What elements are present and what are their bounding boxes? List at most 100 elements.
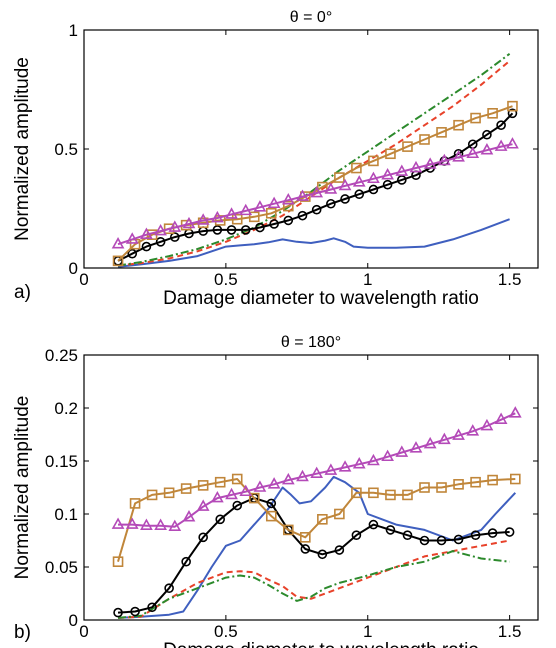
data-point <box>168 220 182 232</box>
data-point <box>470 112 481 124</box>
data-point <box>507 100 518 112</box>
data-point <box>340 194 350 204</box>
data-point <box>470 476 481 488</box>
data-point <box>324 182 338 194</box>
series-line <box>117 143 513 246</box>
data-point <box>494 412 508 424</box>
data-point <box>402 141 413 152</box>
data-point <box>140 227 153 239</box>
data-point <box>127 248 138 259</box>
chart-title: θ = 180° <box>281 334 341 351</box>
data-point <box>300 544 311 554</box>
series-line <box>117 60 511 267</box>
data-point <box>130 606 140 617</box>
data-point <box>334 508 345 520</box>
data-point <box>402 489 413 501</box>
series-6 <box>111 137 519 249</box>
data-point <box>267 196 281 209</box>
data-point <box>508 406 522 418</box>
data-point <box>354 189 365 200</box>
data-point <box>368 184 379 195</box>
data-point <box>317 513 328 525</box>
data-point <box>155 237 166 247</box>
y-tick-label: 0 <box>69 611 78 630</box>
data-point <box>334 172 345 183</box>
data-point <box>266 498 277 509</box>
data-point <box>141 241 152 252</box>
data-point <box>436 482 447 493</box>
data-point <box>409 160 423 173</box>
data-point <box>282 524 294 536</box>
series-line <box>117 218 510 268</box>
data-point <box>368 519 379 530</box>
y-tick-label: 0.1 <box>54 505 78 524</box>
data-point <box>211 490 224 503</box>
series-2 <box>117 539 510 619</box>
data-point <box>125 232 139 244</box>
series-1 <box>117 218 510 268</box>
series-line <box>118 412 516 528</box>
data-point <box>482 129 492 140</box>
data-point <box>368 155 379 167</box>
data-point <box>396 175 407 185</box>
data-point <box>506 137 519 149</box>
data-point <box>352 175 366 187</box>
data-point <box>487 108 498 119</box>
panel-label: a) <box>14 282 31 303</box>
x-tick-label: 0.5 <box>214 622 238 641</box>
data-point <box>452 150 465 162</box>
data-point <box>255 222 265 233</box>
data-point <box>281 193 295 205</box>
data-point <box>182 216 196 229</box>
data-point <box>300 532 311 543</box>
data-point <box>382 179 393 190</box>
data-point <box>231 213 243 225</box>
data-point <box>423 436 437 449</box>
x-tick-label: 0 <box>79 622 88 641</box>
series-line <box>117 53 511 267</box>
y-tick-label: 0.5 <box>54 140 78 159</box>
data-point <box>163 487 175 499</box>
data-point <box>253 200 267 212</box>
data-point <box>225 207 238 219</box>
data-point <box>239 484 253 497</box>
data-point <box>129 498 141 509</box>
data-point <box>351 162 362 174</box>
data-point <box>438 153 451 166</box>
y-tick-label: 0.25 <box>45 346 78 365</box>
data-point <box>265 207 277 219</box>
data-point <box>111 237 125 249</box>
data-point <box>239 203 253 216</box>
data-point <box>385 148 396 160</box>
series-line <box>117 497 510 614</box>
data-point <box>324 463 338 475</box>
data-point <box>310 185 324 198</box>
data-point <box>146 489 158 501</box>
series-1 <box>117 475 517 619</box>
x-tick-label: 0 <box>79 270 88 289</box>
data-point <box>180 483 192 494</box>
data-point <box>198 532 208 543</box>
data-point <box>367 171 380 184</box>
x-tick-label: 1.5 <box>498 622 522 641</box>
data-point <box>231 473 243 485</box>
data-point <box>438 432 451 445</box>
data-point <box>395 445 409 457</box>
data-point <box>338 460 352 472</box>
data-point <box>140 518 153 530</box>
y-axis-label: Normalized amplitude <box>12 396 33 580</box>
data-point <box>297 210 308 221</box>
data-point <box>214 215 226 226</box>
data-point <box>385 525 396 535</box>
data-point <box>317 549 328 560</box>
series-2 <box>117 60 511 267</box>
series-line <box>117 112 514 262</box>
data-point <box>281 472 295 485</box>
chart-title: θ = 0° <box>290 9 332 26</box>
data-point <box>168 519 182 532</box>
data-point <box>112 556 124 568</box>
data-point <box>367 453 380 466</box>
series-line <box>117 475 517 619</box>
data-point <box>351 487 362 499</box>
